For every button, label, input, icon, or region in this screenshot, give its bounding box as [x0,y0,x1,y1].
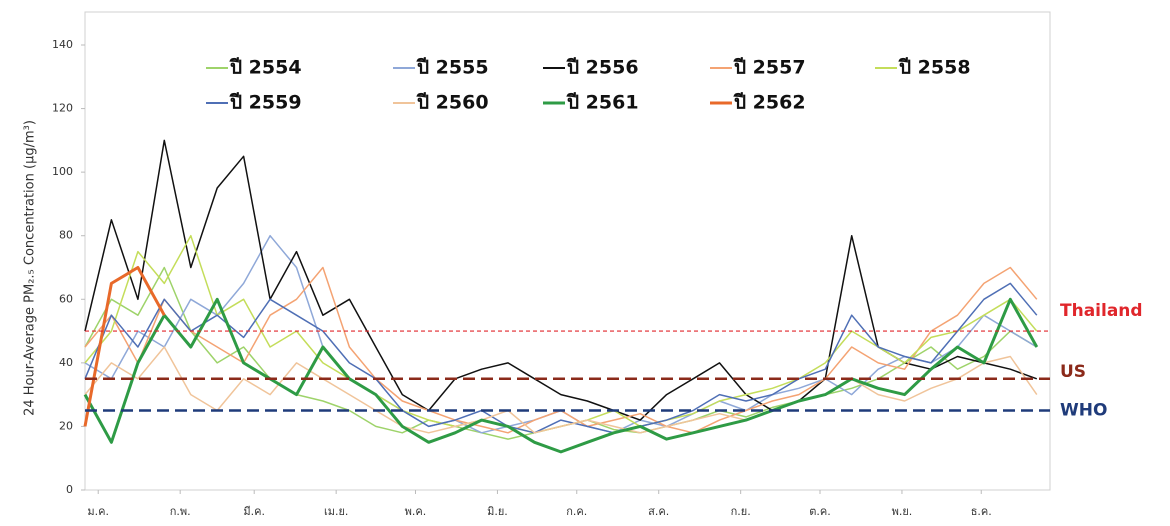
reference-label: Thailand [1060,301,1143,321]
x-tick-label: พ.ค. [405,505,427,518]
series-line [83,297,1039,454]
x-tick-label: ธ.ค. [971,505,992,518]
series-line [83,266,166,427]
y-tick-label: 20 [59,419,73,432]
y-tick-label: 60 [59,292,73,305]
series-line [84,266,1038,434]
y-tick-label: 120 [52,102,73,115]
legend-label: ปี 2555 [416,57,488,79]
x-tick-label: ก.พ. [170,505,191,518]
reference-label: WHO [1060,401,1107,421]
legend-label: ปี 2561 [566,92,638,114]
legend-label: ปี 2560 [416,92,488,114]
x-tick-label: มิ.ย. [487,505,508,518]
y-tick-label: 80 [59,229,73,242]
x-tick-label: ก.ค. [566,505,587,518]
series-line [84,282,1038,434]
x-tick-label: ส.ค. [648,505,669,518]
x-tick-label: มี.ค. [243,505,265,518]
legend-label: ปี 2562 [733,92,805,114]
y-axis-label: 24 Hour-Average PM₂.₅ Concentration (µg/… [23,120,38,416]
x-tick-label: เม.ย. [324,505,348,518]
plot-frame [84,11,1051,491]
y-tick-label: 140 [52,38,73,51]
legend-label: ปี 2557 [733,57,805,79]
legend-label: ปี 2554 [229,57,301,79]
x-tick-label: ต.ค. [809,505,831,518]
legend-label: ปี 2558 [898,57,970,79]
y-tick-label: 0 [66,483,73,496]
y-tick-label: 100 [52,165,73,178]
y-tick-label: 40 [59,356,73,369]
series-line [84,234,1038,434]
series-line [84,234,1038,434]
series-line [84,346,1038,434]
legend-label: ปี 2559 [229,92,301,114]
x-tick-label: ก.ย. [731,505,751,518]
legend-label: ปี 2556 [566,57,638,79]
reference-label: US [1060,362,1086,382]
x-tick-label: พ.ย. [892,505,913,518]
x-tick-label: ม.ค. [87,505,109,518]
